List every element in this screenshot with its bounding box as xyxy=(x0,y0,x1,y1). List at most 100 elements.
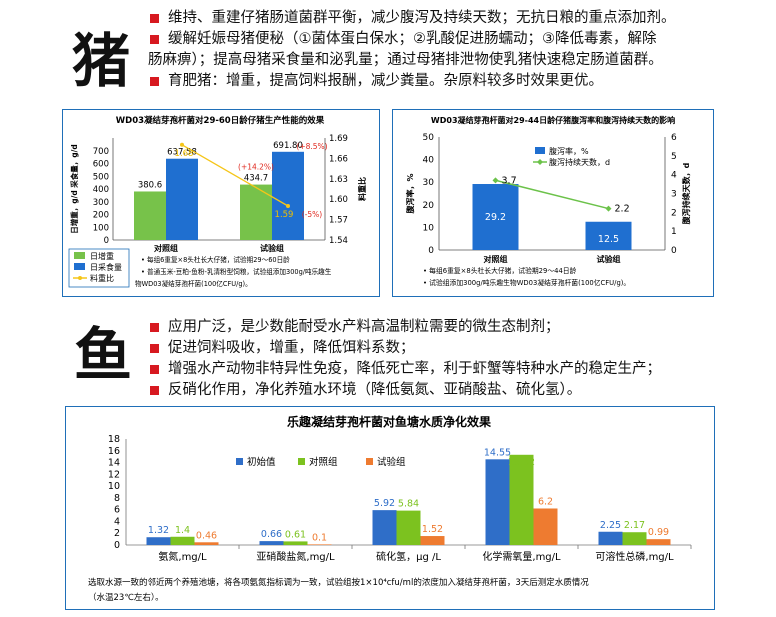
chart1-annotation: (-5%) xyxy=(302,210,323,219)
chart1-legend-label: 日采食量 xyxy=(90,262,122,272)
chart3-bar xyxy=(259,541,284,545)
chart3-bar xyxy=(396,510,421,545)
chart1-ylabel-right: 料重比 xyxy=(357,177,367,201)
chart3-bar-label: 0.1 xyxy=(312,532,327,543)
chart3-y-tick: 16 xyxy=(108,446,120,457)
chart2-bar-label: 29.2 xyxy=(485,212,506,223)
chart3-legend-swatch xyxy=(298,458,305,465)
chart3-bar xyxy=(598,531,623,545)
chart1-line-label: 1.68 xyxy=(175,149,194,159)
chart2-ylabel-right: 腹泻持续天数，d xyxy=(681,162,691,225)
chart3-bar xyxy=(146,537,171,545)
chart2-right-tick: 2 xyxy=(671,208,677,218)
chart1-ylabel-left: 日增重，g/d 采食量，g/d xyxy=(69,144,79,234)
chart3-bar-label: 0.61 xyxy=(285,529,306,540)
chart2-diarrhea-days-line xyxy=(495,179,609,210)
chart1-right-tick: 1.54 xyxy=(329,236,348,246)
chart1-left-tick: 100 xyxy=(93,223,109,233)
chart1-line-point xyxy=(286,204,290,208)
chart1-left-tick: 0 xyxy=(104,236,109,246)
chart3-bar-label: 14.55 xyxy=(484,447,511,458)
chart3-bar-label: 0.99 xyxy=(648,527,669,538)
chart3-title: 乐趣凝结芽孢杆菌对鱼塘水质净化效果 xyxy=(287,414,491,429)
chart2-legend-label: 腹泻率，% xyxy=(549,146,589,156)
chart1-bar xyxy=(134,191,166,240)
chart1-bar-label: 380.6 xyxy=(138,180,162,190)
chart3-y-tick: 6 xyxy=(114,505,120,516)
chart2-left-tick: 0 xyxy=(428,246,434,256)
chart3-bar xyxy=(485,459,510,545)
chart2-ylabel-left: 腹泻率，% xyxy=(405,173,415,214)
chart2-right-tick: 1 xyxy=(671,227,677,237)
chart3-bar-label: 5.92 xyxy=(374,498,395,509)
chart3-bar-label: 1.52 xyxy=(422,524,443,535)
chart3-y-tick: 14 xyxy=(108,458,120,469)
chart3-note-2: （水温23℃左右）。 xyxy=(88,592,164,603)
chart2-line-label: 2.2 xyxy=(615,204,630,215)
chart3-legend-label: 试验组 xyxy=(377,456,406,468)
chart3-bar-label: 2.25 xyxy=(600,520,621,531)
chart1-bar-label: 691.80 xyxy=(273,141,303,151)
chart3-bar xyxy=(372,510,397,545)
chart1-left-tick: 400 xyxy=(93,185,109,195)
chart2-line-point xyxy=(605,205,612,212)
fish-bullet-list: 应用广泛，是少数能耐受水产料高温制粒需要的微生态制剂； 促进饲料吸收，增重，降低… xyxy=(148,317,768,401)
chart1-left-tick: 200 xyxy=(93,211,109,221)
chart3-legend-swatch xyxy=(236,458,243,465)
chart1-panel: WD03凝结芽孢杆菌对29-60日龄仔猪生产性能的效果 0 100 200 300 40… xyxy=(62,109,380,297)
chart3-panel: 乐趣凝结芽孢杆菌对鱼塘水质净化效果 0 2 4 6 8 10 12 14 16 18 氨氮,mg/L… xyxy=(65,406,715,610)
chart1-right-tick: 1.60 xyxy=(329,195,348,205)
chart1-line-point xyxy=(180,142,184,147)
chart3-bar-label: 0.46 xyxy=(196,530,217,541)
chart1-annotation: (+14.2%) xyxy=(238,163,274,172)
chart1-annotation: (+8.5%) xyxy=(296,142,327,151)
chart3-y-tick: 10 xyxy=(108,481,120,492)
fish-character: 鱼 xyxy=(74,321,133,389)
chart1-note-1: • 每组6重复×8头杜长大仔猪，试验期29～60日龄 xyxy=(141,255,290,264)
pig-bullet-3: 育肥猪：增重，提高饲料报酬，减少粪量。杂原料较多时效果更优。 xyxy=(148,71,768,92)
chart2-left-tick: 20 xyxy=(423,201,435,211)
chart3-category-label: 硫化氢，μg /L xyxy=(376,550,441,563)
chart3-bar-label: 1.32 xyxy=(148,525,169,536)
chart2-bar xyxy=(472,184,519,250)
chart3-y-tick: 4 xyxy=(114,516,120,527)
chart3-category-label: 氨氮,mg/L xyxy=(158,550,207,563)
chart2-left-tick: 40 xyxy=(423,156,435,166)
chart2-svg: WD03凝结芽孢杆菌对29-44日龄仔猪腹泻率和腹泻持续天数的影响 010203… xyxy=(405,115,691,287)
chart1-bar-label: 434.7 xyxy=(244,174,268,184)
chart1-feed-ratio-line xyxy=(181,144,289,207)
chart1-bar xyxy=(166,158,198,240)
chart3-bar xyxy=(622,532,647,545)
chart3-note-1: 选取水源一致的邻近两个养殖池塘，将各项氨氮指标调为一致，试验组按1×10⁴cfu… xyxy=(88,577,589,588)
chart3-legend-label: 对照组 xyxy=(309,456,338,468)
chart1-right-tick: 1.69 xyxy=(329,134,348,144)
chart3-y-tick: 8 xyxy=(114,493,120,504)
chart1-left-tick: 700 xyxy=(93,147,109,157)
chart2-left-tick: 30 xyxy=(423,178,435,188)
chart2-legend-swatch-point xyxy=(537,159,543,165)
chart2-title: WD03凝结芽孢杆菌对29-44日龄仔猪腹泻率和腹泻持续天数的影响 xyxy=(431,115,675,125)
chart1-left-tick: 300 xyxy=(93,198,109,208)
chart2-note-2: • 试验组添加300g/吨乐趣生物WD03凝结芽孢杆菌(100亿CFU/g)。 xyxy=(423,278,630,287)
chart3-bar xyxy=(533,508,558,545)
chart2-category-label: 对照组 xyxy=(484,254,508,264)
chart2-legend-swatch xyxy=(535,147,545,154)
chart2-right-tick: 0 xyxy=(671,246,677,256)
chart3-bar xyxy=(170,536,195,545)
chart1-right-tick: 1.66 xyxy=(329,154,348,164)
chart2-left-tick: 10 xyxy=(423,223,435,233)
pig-bullet-2-cont: 肠麻痹）；提高母猪采食量和泌乳量；通过母猪排泄物使乳猪快速稳定肠道菌群。 xyxy=(148,52,663,68)
chart3-bar-label: 5.84 xyxy=(398,499,419,510)
chart2-right-tick: 4 xyxy=(671,171,677,181)
chart3-bar-label: 6.2 xyxy=(538,496,553,507)
chart1-left-tick: 600 xyxy=(93,160,109,170)
chart1-right-tick: 1.57 xyxy=(329,216,348,226)
fish-bullet-2: 促进饲料吸收，增重，降低饵料系数； xyxy=(148,338,768,359)
chart1-legend-swatch xyxy=(74,263,85,270)
chart2-right-tick: 3 xyxy=(671,190,677,200)
chart3-bar-label: 0.66 xyxy=(261,529,282,540)
chart2-bar xyxy=(585,221,632,250)
chart1-note-2-cont: 物WD03凝结芽孢杆菌(100亿CFU/g)。 xyxy=(135,279,252,288)
chart3-bar-label: 1.4 xyxy=(175,525,190,536)
